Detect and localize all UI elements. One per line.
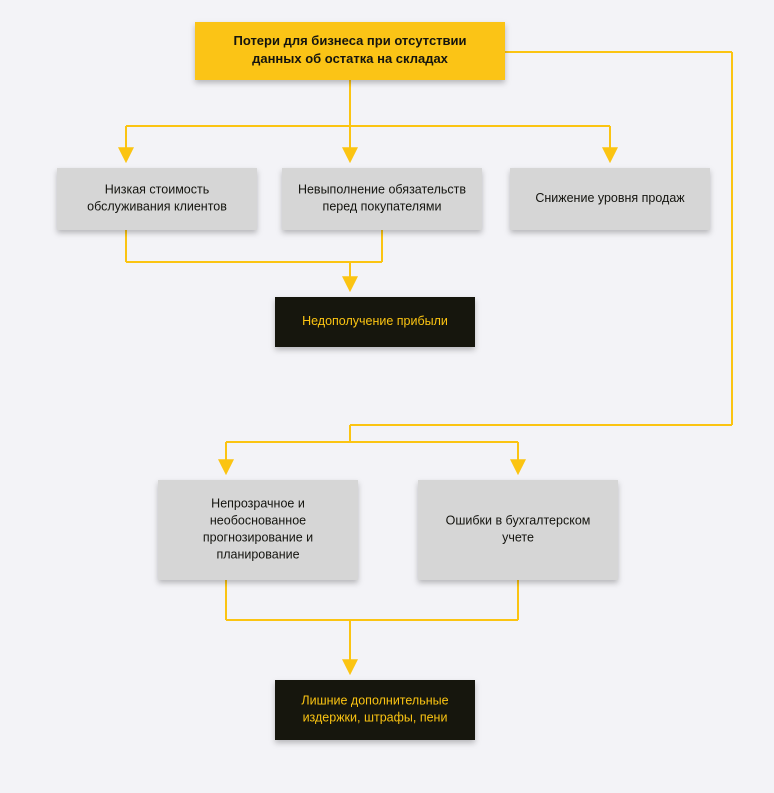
node-n3: Снижение уровня продаж bbox=[510, 168, 710, 230]
node-n2: Невыполнение обязательствперед покупател… bbox=[282, 168, 482, 230]
node-loss: Недополучение прибыли bbox=[275, 297, 475, 347]
flowchart-diagram: Потери для бизнеса при отсутствииданных … bbox=[0, 0, 774, 793]
node-label: Недополучение прибыли bbox=[302, 314, 448, 328]
node-root: Потери для бизнеса при отсутствииданных … bbox=[195, 22, 505, 80]
node-n5: Ошибки в бухгалтерскомучете bbox=[418, 480, 618, 580]
nodes-group: Потери для бизнеса при отсутствииданных … bbox=[57, 22, 710, 740]
node-extra: Лишние дополнительныеиздержки, штрафы, п… bbox=[275, 680, 475, 740]
node-label: Снижение уровня продаж bbox=[535, 191, 685, 205]
node-n1: Низкая стоимостьобслуживания клиентов bbox=[57, 168, 257, 230]
node-n4: Непрозрачное инеобоснованноепрогнозирова… bbox=[158, 480, 358, 580]
